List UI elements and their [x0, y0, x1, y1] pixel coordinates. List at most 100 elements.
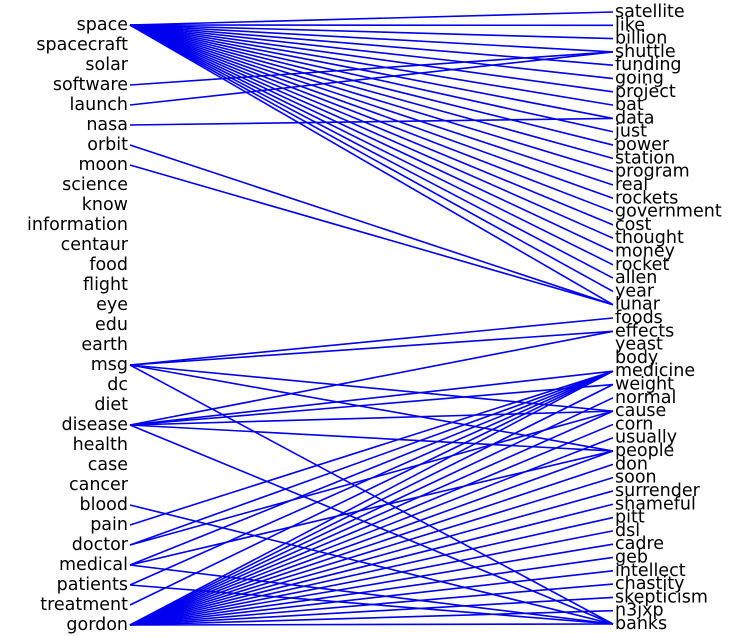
left-term-earth: earth [81, 335, 128, 355]
link-gordon-don [129, 463, 614, 626]
link-gordon-medicine [129, 370, 614, 626]
right-term-corn: corn [615, 414, 653, 434]
link-space-funding [129, 24, 614, 67]
link-space-government [129, 24, 614, 213]
right-term-shuttle: shuttle [615, 42, 676, 62]
link-space-going [129, 24, 614, 80]
right-term-effects: effects [615, 321, 674, 341]
link-space-lunar [129, 24, 614, 306]
left-term-know: know [82, 195, 128, 215]
link-gordon-shameful [129, 503, 614, 626]
left-term-software: software [53, 75, 128, 95]
link-moon-lunar [129, 164, 614, 306]
right-term-normal: normal [615, 388, 676, 408]
link-nasa-data [129, 117, 614, 126]
link-gordon-weight [129, 383, 614, 626]
left-term-orbit: orbit [87, 135, 128, 155]
link-gordon-n3jxp [129, 609, 614, 626]
link-gordon-geb [129, 556, 614, 626]
right-term-soon: soon [615, 468, 657, 488]
link-disease-weight [129, 383, 614, 426]
link-space-year [129, 24, 614, 293]
left-term-column: spacespacecraftsolarsoftwarelaunchnasaor… [27, 15, 129, 635]
right-term-going: going [615, 69, 664, 89]
link-gordon-corn [129, 423, 614, 626]
right-term-pitt: pitt [615, 508, 645, 528]
link-medical-banks [129, 564, 614, 625]
left-term-edu: edu [95, 315, 128, 335]
link-space-rockets [129, 24, 614, 200]
right-term-lunar: lunar [615, 295, 661, 315]
right-term-chastity: chastity [615, 574, 685, 594]
right-term-medicine: medicine [615, 361, 695, 381]
right-term-program: program [615, 162, 690, 182]
left-term-moon: moon [78, 155, 128, 175]
link-gordon-chastity [129, 583, 614, 626]
right-term-year: year [615, 281, 655, 301]
link-space-money [129, 24, 614, 253]
link-msg-banks [129, 364, 614, 625]
left-term-spacecraft: spacecraft [36, 35, 128, 55]
link-patients-medicine [129, 370, 614, 586]
left-term-doctor: doctor [72, 535, 129, 555]
link-gordon-intellect [129, 569, 614, 626]
right-term-funding: funding [615, 55, 682, 75]
link-space-billion [129, 24, 614, 40]
link-space-power [129, 24, 614, 146]
left-term-health: health [73, 435, 128, 455]
link-space-satellite [129, 11, 614, 26]
link-software-shuttle [129, 51, 614, 86]
right-term-thought: thought [615, 228, 684, 248]
left-term-pain: pain [90, 515, 128, 535]
left-term-dc: dc [107, 375, 128, 395]
left-term-science: science [62, 175, 128, 195]
right-term-rocket: rocket [615, 255, 669, 275]
link-msg-effects [129, 330, 614, 366]
right-term-foods: foods [615, 308, 663, 328]
link-gordon-usually [129, 436, 614, 626]
right-term-power: power [615, 135, 670, 155]
right-term-allen: allen [615, 268, 657, 288]
right-term-skepticism: skepticism [615, 587, 708, 607]
right-term-column: satellitelikebillionshuttlefundinggoingp… [614, 2, 722, 634]
right-term-body: body [615, 348, 658, 368]
link-gordon-skepticism [129, 596, 614, 626]
link-gordon-surrender [129, 490, 614, 626]
left-term-information: information [27, 215, 128, 235]
right-term-real: real [615, 175, 648, 195]
link-treatment-medicine [129, 370, 614, 606]
right-term-money: money [615, 241, 675, 261]
link-msg-foods [129, 317, 614, 366]
right-term-project: project [615, 82, 676, 102]
left-term-nasa: nasa [86, 115, 128, 135]
link-gordon-cause [129, 410, 614, 626]
right-term-intellect: intellect [615, 561, 686, 581]
right-term-geb: geb [615, 547, 648, 567]
link-medical-medicine [129, 370, 614, 566]
right-term-banks: banks [615, 614, 667, 634]
link-layer [129, 11, 614, 626]
link-space-station [129, 24, 614, 160]
right-term-people: people [615, 441, 674, 461]
right-term-government: government [615, 202, 722, 222]
left-term-blood: blood [80, 495, 129, 515]
link-disease-effects [129, 330, 614, 426]
left-term-food: food [89, 255, 128, 275]
link-gordon-dsl [129, 530, 614, 626]
link-doctor-medicine [129, 370, 614, 546]
link-space-program [129, 24, 614, 173]
left-term-space: space [77, 15, 128, 35]
right-term-billion: billion [615, 29, 667, 49]
right-term-cause: cause [615, 401, 666, 421]
link-space-cost [129, 24, 614, 226]
link-space-project [129, 24, 614, 93]
link-gordon-soon [129, 476, 614, 626]
link-medical-people [129, 450, 614, 566]
left-term-case: case [88, 455, 128, 475]
link-space-allen [129, 24, 614, 279]
right-term-data: data [615, 108, 654, 128]
right-term-satellite: satellite [615, 2, 685, 22]
left-term-gordon: gordon [66, 615, 128, 635]
right-term-usually: usually [615, 428, 677, 448]
right-term-weight: weight [615, 375, 674, 395]
